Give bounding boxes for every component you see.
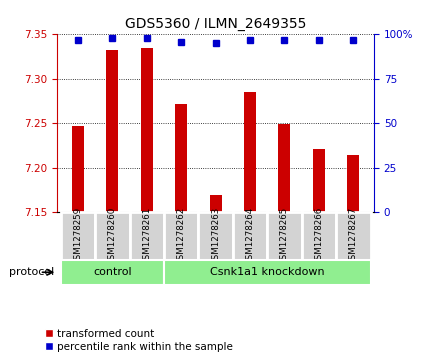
Bar	[302, 212, 336, 260]
Bar	[209, 195, 222, 212]
Text: GSM1278262: GSM1278262	[177, 207, 186, 265]
Bar	[61, 212, 95, 260]
Bar	[106, 50, 118, 212]
Text: GSM1278263: GSM1278263	[211, 207, 220, 265]
Bar	[164, 212, 198, 260]
Title: GDS5360 / ILMN_2649355: GDS5360 / ILMN_2649355	[125, 17, 306, 31]
Bar	[129, 212, 164, 260]
Bar	[233, 212, 267, 260]
Bar	[175, 104, 187, 212]
Text: GSM1278260: GSM1278260	[108, 207, 117, 265]
Bar	[61, 260, 164, 285]
Bar	[244, 92, 256, 212]
Bar	[95, 212, 129, 260]
Text: control: control	[93, 267, 132, 277]
Text: Csnk1a1 knockdown: Csnk1a1 knockdown	[210, 267, 325, 277]
Bar	[198, 212, 233, 260]
Bar	[141, 48, 153, 212]
Bar	[267, 212, 302, 260]
Text: GSM1278264: GSM1278264	[246, 207, 254, 265]
Legend: transformed count, percentile rank within the sample: transformed count, percentile rank withi…	[40, 325, 237, 356]
Bar	[72, 126, 84, 212]
Bar	[347, 155, 359, 212]
Text: GSM1278259: GSM1278259	[73, 207, 82, 265]
Text: GSM1278266: GSM1278266	[315, 207, 323, 265]
Bar	[164, 260, 370, 285]
Text: GSM1278267: GSM1278267	[349, 207, 358, 265]
Text: protocol: protocol	[9, 266, 54, 277]
Bar	[313, 149, 325, 212]
Text: GSM1278265: GSM1278265	[280, 207, 289, 265]
Bar	[279, 124, 290, 212]
Bar	[336, 212, 370, 260]
Text: GSM1278261: GSM1278261	[142, 207, 151, 265]
